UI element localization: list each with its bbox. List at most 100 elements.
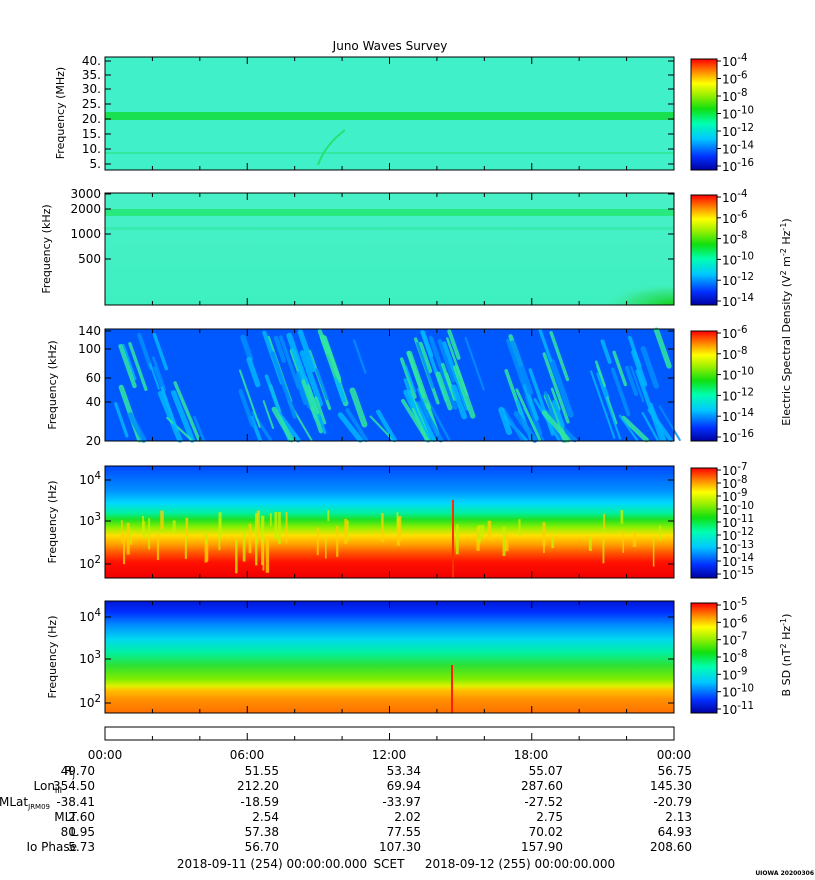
colorbar (690, 194, 718, 306)
colorbar-tick-label: 10-7 (722, 632, 747, 648)
emission-streak (594, 360, 606, 388)
emission-streak (428, 335, 458, 410)
emission-streak (405, 365, 416, 393)
emission-streak (127, 412, 147, 443)
emission-streak (295, 371, 313, 409)
lfr-spike (487, 520, 492, 541)
emission-streak (270, 351, 298, 419)
colorbar-tick-label: 10-11 (722, 514, 754, 530)
label-mlat: MLatJRM09 (0, 795, 50, 811)
emission-streak (442, 341, 470, 411)
colorbar-tick-label: 10-12 (722, 387, 754, 403)
panel2-corner-emission (460, 240, 674, 305)
emission-streak (541, 410, 571, 443)
emission-streak (345, 408, 369, 442)
label-l: L (70, 825, 77, 839)
emission-streak (590, 370, 616, 439)
lfr-spike (274, 511, 278, 540)
lfr-spike (204, 534, 208, 563)
colorbar-tick-label: 10-10 (722, 251, 754, 267)
colorbar-tick-label: 10-12 (722, 272, 754, 288)
y-tick-label: 104 (79, 608, 101, 624)
colorbar-tick-label: 10-4 (722, 189, 747, 205)
ephemeris-times: 00:00 06:00 12:00 18:00 00:00 (88, 748, 692, 762)
ephemeris-value: 287.60 (521, 779, 563, 793)
lfr-spike (265, 538, 270, 573)
lfr-spike (452, 500, 454, 578)
colorbars: 10-410-610-810-1010-1210-1410-1610-410-6… (690, 53, 754, 717)
emission-streak (299, 350, 324, 407)
panel-hfr-high (104, 56, 675, 171)
lfr-spike (269, 513, 272, 527)
emission-streak (160, 386, 179, 431)
lfr-spike (481, 524, 484, 539)
lfr-spike (255, 537, 258, 566)
lfr-spike (122, 534, 126, 565)
lfr-spike (602, 539, 605, 564)
emission-streak (435, 371, 453, 411)
emission-streak (149, 363, 160, 390)
label-rj: RJ (64, 764, 75, 780)
emission-streak (337, 412, 363, 443)
lfr-spike (505, 534, 509, 552)
emission-streak (464, 336, 485, 391)
lfr-spike (502, 526, 506, 556)
y-tick-label: 60 (86, 371, 101, 385)
x-tick-marks (104, 57, 675, 713)
ephemeris-value: 2.02 (394, 810, 421, 824)
emission-streak (501, 407, 525, 442)
y-tick-label: 3000 (70, 187, 101, 201)
y-tick-label: 10. (82, 142, 101, 156)
lfr-spike (652, 535, 655, 567)
emission-streak (157, 390, 183, 443)
ephemeris-value: 2.75 (536, 810, 563, 824)
emission-streak (600, 339, 612, 364)
panel5-background (105, 601, 674, 713)
colorbar-tick-label: 10-11 (722, 701, 754, 717)
time-label: 00:00 (88, 748, 123, 762)
colorbar-tick-label: 10-8 (722, 475, 747, 491)
colorbar-tick-label: 10-6 (722, 614, 747, 630)
lfr-spike (206, 531, 209, 562)
emission-streak (549, 359, 574, 418)
lfr-spike (120, 520, 123, 544)
emission-streak (635, 369, 664, 442)
emission-streak (630, 365, 645, 403)
emission-streak (605, 396, 618, 425)
emission-streak (315, 368, 329, 401)
panel5-ylabel: Frequency (Hz) (46, 616, 59, 699)
y-tick-label: 104 (79, 471, 101, 487)
emission-streak (166, 416, 193, 442)
lfr-spike (261, 515, 265, 544)
lfr-spike (242, 533, 246, 562)
lfr-spike (336, 526, 339, 557)
lfr-spike (542, 522, 546, 546)
emission-streak (552, 399, 565, 428)
lfr-spike (344, 518, 348, 545)
footer-end: 2018-09-12 (255) 00:00:00.000 (425, 857, 615, 871)
emission-streak (658, 405, 681, 442)
emission-streak (515, 388, 542, 442)
lfr-spike (347, 520, 349, 542)
ephemeris-value: 51.55 (245, 764, 279, 778)
panel1-band-9mhz (105, 152, 674, 154)
colorbar-tick-label: 10-8 (722, 649, 747, 665)
lfr-spike (205, 533, 208, 545)
colorbar-tick-label: 10-10 (722, 106, 754, 122)
colorbar-tick-label: 10-12 (722, 527, 754, 543)
emission-streak (317, 329, 330, 355)
lfr-spike (327, 510, 330, 522)
time-label: 18:00 (514, 748, 549, 762)
emission-streak (173, 381, 201, 442)
panel4-background (105, 466, 674, 578)
emission-streak (273, 335, 287, 363)
lfr-spike (142, 521, 146, 538)
label-io-phase: Io Phase (26, 840, 77, 854)
colorbar-tick-label: 10-14 (722, 408, 754, 424)
panel-lfr-low (104, 465, 675, 579)
colorbar-tick-label: 10-14 (722, 293, 754, 309)
colorbar (690, 602, 718, 714)
emission-streak (294, 376, 307, 406)
colorbar-tick-label: 10-8 (722, 88, 747, 104)
colorbar-tick-label: 10-14 (722, 141, 754, 157)
